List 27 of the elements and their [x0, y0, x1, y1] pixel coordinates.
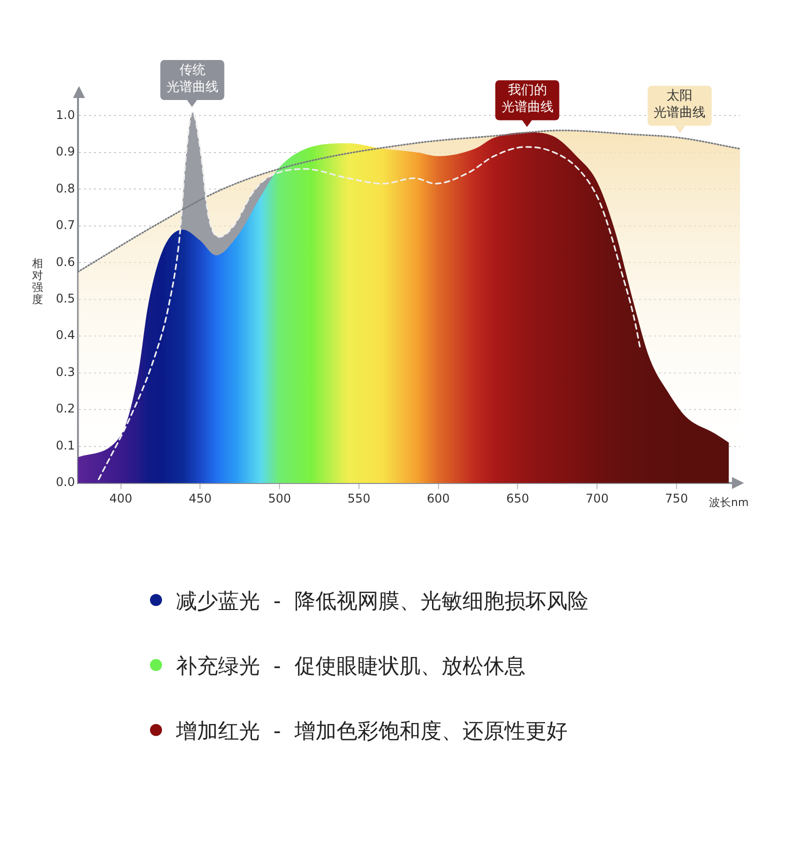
annotation: 太阳光谱曲线: [654, 88, 706, 121]
x-axis-title: 波长nm: [709, 495, 749, 510]
x-tick-label: 650: [506, 491, 530, 506]
y-tick-label: 0.4: [56, 328, 75, 342]
x-tick-label: 500: [268, 491, 292, 506]
y-axis-title: 相对强度: [32, 257, 44, 306]
y-tick-label: 0.3: [56, 364, 75, 379]
annotation: 我们的光谱曲线: [501, 83, 554, 116]
x-tick-label: 700: [586, 491, 609, 506]
y-tick-label: 0.2: [56, 402, 75, 416]
y-tick-label: 0.1: [56, 438, 75, 452]
text: 补充绿光 - 促使眼睫状肌、放松休息: [176, 654, 526, 678]
x-tick-label: 750: [665, 491, 688, 506]
annotation: 传统光谱曲线: [166, 62, 218, 95]
text: 减少蓝光 - 降低视网膜、光敏细胞损坏风险: [176, 589, 588, 613]
y-tick-label: 1.0: [56, 108, 75, 122]
text: 增加红光 - 增加色彩饱和度、还原性更好: [176, 719, 568, 743]
y-tick-label: 0.7: [56, 218, 75, 232]
y-tick-label: 0.6: [56, 254, 75, 269]
x-tick-label: 600: [426, 491, 450, 506]
y-tick-label: 0.0: [56, 475, 75, 490]
x-tick-label: 450: [188, 491, 212, 506]
y-tick-label: 0.9: [56, 144, 75, 159]
y-tick-label: 0.8: [56, 181, 75, 196]
y-tick-label: 0.5: [56, 291, 75, 306]
x-tick-label: 550: [348, 491, 370, 506]
x-tick-label: 400: [109, 491, 132, 506]
